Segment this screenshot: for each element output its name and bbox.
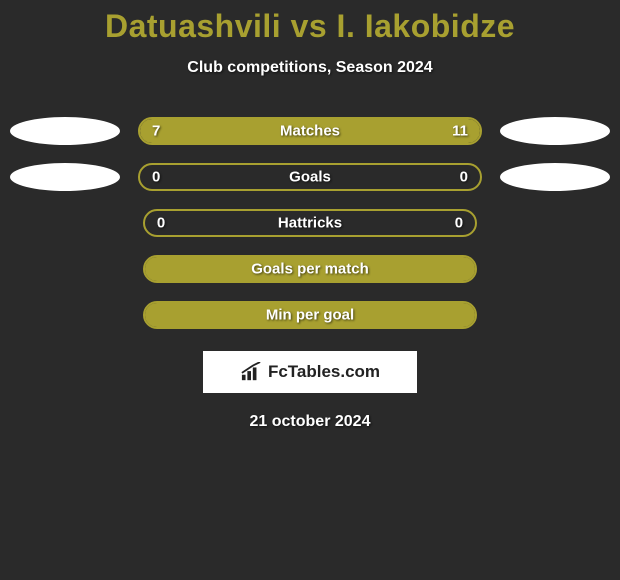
stat-row: 0 0 Goals xyxy=(0,163,620,191)
stat-label: Goals per match xyxy=(251,261,369,278)
stat-right-value: 11 xyxy=(452,123,468,140)
player-right-avatar xyxy=(500,163,610,191)
avatar-placeholder xyxy=(18,255,125,283)
logo-box[interactable]: FcTables.com xyxy=(203,351,417,393)
stat-right-value: 0 xyxy=(455,215,463,232)
comparison-container: Datuashvili vs I. Iakobidze Club competi… xyxy=(0,0,620,431)
stat-row: 7 11 Matches xyxy=(0,117,620,145)
stat-left-value: 0 xyxy=(152,169,160,186)
stat-label: Hattricks xyxy=(278,215,342,232)
stat-rows: 7 11 Matches 0 0 Goals 0 0 Hattricks Goals per ma… xyxy=(0,117,620,329)
stat-bar: Goals per match xyxy=(143,255,477,283)
stat-label: Goals xyxy=(289,169,331,186)
player-right-avatar xyxy=(500,117,610,145)
stat-bar: 0 0 Goals xyxy=(138,163,482,191)
stat-bar: 0 0 Hattricks xyxy=(143,209,477,237)
player-left-avatar xyxy=(10,163,120,191)
stat-row: 0 0 Hattricks xyxy=(0,209,620,237)
avatar-placeholder xyxy=(18,301,125,329)
bar-chart-icon xyxy=(240,362,262,382)
stat-bar: 7 11 Matches xyxy=(138,117,482,145)
avatar-placeholder xyxy=(18,209,125,237)
stat-label: Matches xyxy=(280,123,340,140)
player-left-avatar xyxy=(10,117,120,145)
stat-row: Goals per match xyxy=(0,255,620,283)
avatar-placeholder xyxy=(495,255,602,283)
stat-bar: Min per goal xyxy=(143,301,477,329)
stat-row: Min per goal xyxy=(0,301,620,329)
subtitle: Club competitions, Season 2024 xyxy=(0,59,620,77)
stat-left-value: 0 xyxy=(157,215,165,232)
date-text: 21 october 2024 xyxy=(0,413,620,431)
logo-text: FcTables.com xyxy=(268,362,380,382)
stat-left-value: 7 xyxy=(152,123,160,140)
avatar-placeholder xyxy=(495,209,602,237)
page-title: Datuashvili vs I. Iakobidze xyxy=(0,8,620,45)
avatar-placeholder xyxy=(495,301,602,329)
stat-right-value: 0 xyxy=(460,169,468,186)
stat-label: Min per goal xyxy=(266,307,354,324)
